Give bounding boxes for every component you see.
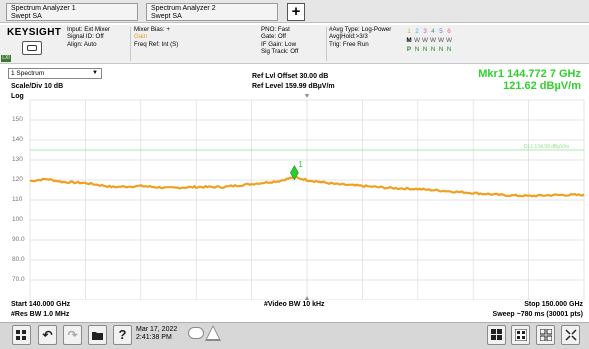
y-axis-tick-label: 110 bbox=[12, 196, 23, 203]
trace-type: W bbox=[429, 37, 437, 44]
view-selector[interactable]: 1 Spectrum ▼ bbox=[8, 68, 102, 79]
trace-detector: N bbox=[422, 46, 428, 53]
sweep-time[interactable]: Sweep ~780 ms (30001 pts) bbox=[492, 311, 583, 318]
y-axis-tick-label: 70.0 bbox=[12, 276, 25, 283]
y-axis-tick-label: 150 bbox=[12, 116, 23, 123]
trace-number: 5 bbox=[439, 28, 443, 35]
trace-type: W bbox=[413, 37, 421, 44]
start-frequency[interactable]: Start 140.000 GHz bbox=[11, 301, 71, 308]
trace-1-line bbox=[29, 175, 585, 198]
mixer-settings[interactable]: Mixer Bias: + Gain Freq Ref: Int (S) bbox=[134, 26, 178, 48]
message-bubble-icon[interactable] bbox=[188, 327, 204, 339]
y-axis-tick-label: 130 bbox=[12, 156, 23, 163]
marker-amplitude: 121.62 dBµV/m bbox=[503, 80, 581, 92]
avg-settings[interactable]: #Avg Type: Log-Power Avg|Hold:>3/3 Trig:… bbox=[329, 26, 391, 48]
window-tab-bar: Spectrum Analyzer 1 Swept SA Spectrum An… bbox=[0, 0, 589, 23]
avg-type-setting: #Avg Type: Log-Power bbox=[329, 26, 392, 33]
trace-number: 2 bbox=[415, 28, 419, 35]
tab-title: Spectrum Analyzer 2 bbox=[151, 5, 216, 12]
hardkey-panel-icon[interactable] bbox=[511, 325, 530, 345]
folder-icon[interactable] bbox=[88, 325, 107, 345]
gate-setting: Gate: Off bbox=[261, 33, 286, 41]
trace-number: 3 bbox=[423, 28, 427, 35]
display-toggle-button[interactable] bbox=[22, 41, 42, 55]
trace-number: 6 bbox=[447, 28, 451, 35]
view-selector-value: 1 Spectrum bbox=[11, 70, 45, 77]
warning-icon[interactable] bbox=[205, 325, 221, 341]
date-time: Mar 17, 2022 2:41:38 PM bbox=[136, 326, 177, 342]
brand-logo: KEYSIGHT bbox=[7, 27, 62, 38]
y-axis-tick-label: 100 bbox=[12, 216, 23, 223]
tab-spectrum-analyzer-1[interactable]: Spectrum Analyzer 1 Swept SA bbox=[6, 3, 138, 21]
ref-level-offset[interactable]: Ref Lvl Offset 30.00 dB bbox=[252, 73, 329, 80]
pno-setting: PNO: Fast bbox=[261, 26, 290, 33]
home-grid-icon[interactable] bbox=[12, 325, 31, 345]
fullscreen-icon[interactable] bbox=[561, 325, 580, 345]
scale-per-division[interactable]: Scale/Div 10 dB bbox=[11, 83, 64, 90]
resolution-bandwidth[interactable]: #Res BW 1.0 MHz bbox=[11, 311, 70, 318]
trace-type: W bbox=[445, 37, 453, 44]
multi-window-icon[interactable] bbox=[536, 325, 555, 345]
date: Mar 17, 2022 bbox=[136, 326, 178, 333]
settings-panel: KEYSIGHT LXI Input: Ext Mixer Signal ID:… bbox=[0, 25, 589, 64]
display-line-label: DL1 134.99 dBµV/m bbox=[524, 144, 569, 150]
if-gain-setting: IF Gain: Low bbox=[261, 40, 297, 48]
trace-type: M bbox=[406, 37, 412, 44]
measurement-footer: Start 140.000 GHz #Res BW 1.0 MHz #Video… bbox=[0, 300, 589, 322]
bottom-toolbar: ↶ ↷ ? Mar 17, 2022 2:41:38 PM bbox=[0, 322, 589, 349]
y-axis-tick-label: 140 bbox=[12, 136, 23, 143]
measurement-header: 1 Spectrum ▼ Scale/Div 10 dB Ref Lvl Off… bbox=[0, 65, 589, 95]
input-setting: Input: Ext Mixer bbox=[67, 26, 110, 33]
stop-frequency[interactable]: Stop 150.000 GHz bbox=[524, 301, 583, 308]
windows-icon[interactable] bbox=[487, 325, 506, 345]
trace-detector: P bbox=[406, 46, 412, 53]
center-freq-tick-icon bbox=[305, 296, 309, 300]
marker-1-number: 1 bbox=[298, 160, 303, 169]
ref-level[interactable]: Ref Level 159.99 dBµV/m bbox=[252, 83, 335, 90]
time: 2:41:38 PM bbox=[136, 334, 172, 341]
redo-icon[interactable]: ↷ bbox=[63, 325, 82, 345]
trace-type: W bbox=[421, 37, 429, 44]
trace-number: 1 bbox=[407, 28, 411, 35]
chevron-down-icon: ▼ bbox=[92, 70, 98, 76]
tab-mode: Swept SA bbox=[11, 13, 42, 20]
avg-hold-setting: Avg|Hold:>3/3 bbox=[329, 33, 368, 41]
video-bandwidth[interactable]: #Video BW 10 kHz bbox=[264, 301, 325, 308]
trace-number: 4 bbox=[431, 28, 435, 35]
trace-detector: N bbox=[430, 46, 436, 53]
trig-setting: Trig: Free Run bbox=[329, 40, 369, 48]
sig-track-setting: Sig Track: Off bbox=[261, 48, 299, 56]
trace-detector: N bbox=[446, 46, 452, 53]
trace-detector: N bbox=[414, 46, 420, 53]
y-axis-tick-label: 120 bbox=[12, 176, 23, 183]
y-axis-tick-label: 80.0 bbox=[12, 256, 25, 263]
trace-detector: N bbox=[438, 46, 444, 53]
lxi-indicator: LXI bbox=[1, 55, 11, 62]
center-freq-tick-icon bbox=[305, 94, 309, 98]
tab-title: Spectrum Analyzer 1 bbox=[11, 5, 76, 12]
signal-id-setting: Signal ID: Off bbox=[67, 33, 104, 41]
mixer-bias-setting: Mixer Bias: + bbox=[134, 26, 170, 33]
spectrum-graph[interactable]: DL1 134.99 dBµV/m 1 bbox=[0, 92, 589, 300]
tab-spectrum-analyzer-2[interactable]: Spectrum Analyzer 2 Swept SA bbox=[146, 3, 278, 21]
marker-1-diamond[interactable] bbox=[290, 165, 299, 181]
y-axis-tick-label: 90.0 bbox=[12, 236, 25, 243]
undo-icon[interactable]: ↶ bbox=[38, 325, 57, 345]
graph-grid bbox=[29, 99, 585, 300]
help-button[interactable]: ? bbox=[113, 325, 132, 345]
marker-frequency: Mkr1 144.772 7 GHz bbox=[478, 68, 581, 80]
tab-mode: Swept SA bbox=[151, 13, 182, 20]
freq-ref-setting: Freq Ref: Int (S) bbox=[134, 40, 179, 48]
gain-setting: Gain bbox=[134, 33, 148, 41]
input-settings[interactable]: Input: Ext Mixer Signal ID: Off Align: A… bbox=[67, 26, 110, 48]
trace-type: W bbox=[437, 37, 445, 44]
add-tab-button[interactable]: + bbox=[287, 3, 305, 21]
align-setting: Align: Auto bbox=[67, 40, 97, 48]
scale-type-label: Log bbox=[11, 93, 24, 100]
pno-settings[interactable]: PNO: Fast Gate: Off IF Gain: Low Sig Tra… bbox=[261, 26, 298, 56]
